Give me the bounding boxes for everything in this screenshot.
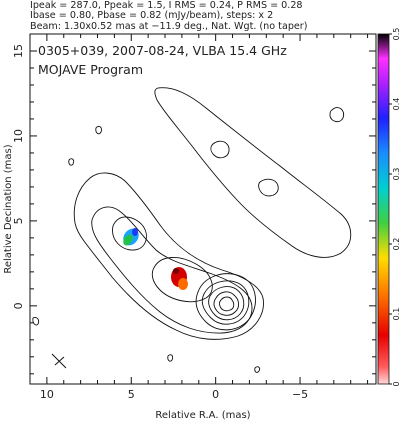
contour-map [32,87,352,373]
header-line-3: Beam: 1.30x0.52 mas at −11.9 deg., Nat. … [30,21,308,32]
contour-blob-4 [167,354,174,362]
contour-north-branch [154,87,352,258]
y-axis: 0 5 10 15 [12,33,376,375]
y-tick-label: 10 [12,129,25,143]
header-line-1: Ipeak = 287.0, Ppeak = 1.5, I RMS = 0.24… [30,0,303,11]
contour-patch-3 [329,107,345,123]
colorbar-tick-label: 0.3 [392,168,401,181]
y-tick-label: 0 [12,302,25,309]
contour-outer-jet [73,172,264,340]
x-axis-label: Relative R.A. (mas) [155,410,250,421]
colorbar-tick-label: 0.4 [392,98,401,111]
y-tick-label: 15 [12,44,25,58]
contour-knot-a [112,216,147,251]
contour-core-4 [213,291,240,316]
y-axis-label: Relative Decination (mas) [3,144,14,273]
polarization-patches [123,228,188,290]
beam-marker [51,353,67,369]
contour-core-2 [201,280,250,325]
colorbar [377,33,390,385]
contour-core-3 [208,286,245,321]
pol-patch-2-mid [178,278,188,290]
x-tick-label: 5 [128,388,135,401]
contour-mid-jet [91,206,253,334]
colorbar-tick-label: 0.1 [392,308,401,321]
pol-patch-1-mid [123,234,133,246]
pol-patch-1-inner [132,228,138,236]
y-tick-label: 5 [12,217,25,224]
pol-patch-2-inner [173,268,179,274]
colorbar-tick-label: 0.5 [392,28,401,41]
contour-blob-5 [254,366,261,373]
chart-subtitle: MOJAVE Program [38,62,143,77]
contour-patch-2 [258,178,279,197]
x-tick-label: 10 [40,388,54,401]
header-line-2: Ibase = 0.80, Pbase = 0.82 (mJy/beam), s… [30,10,273,21]
contour-patch-1 [210,140,230,159]
x-tick-label: −5 [292,388,308,401]
colorbar-tick-label: 0 [392,381,401,386]
contour-knot-b [151,257,213,303]
contour-core-1 [195,273,256,331]
chart-title: 0305+039, 2007-08-24, VLBA 15.4 GHz [38,43,287,58]
x-axis: 10 5 0 −5 [29,34,369,401]
contour-blob-1 [95,125,102,135]
contour-blob-2 [68,158,75,166]
contour-blob-3 [32,317,40,326]
contour-core-5 [218,296,235,312]
colorbar-tick-label: 0.2 [392,238,401,251]
colorbar-ticks: 0 0.1 0.2 0.3 0.4 0.5 [389,28,401,387]
x-tick-label: 0 [212,388,219,401]
plot-frame [29,33,377,385]
